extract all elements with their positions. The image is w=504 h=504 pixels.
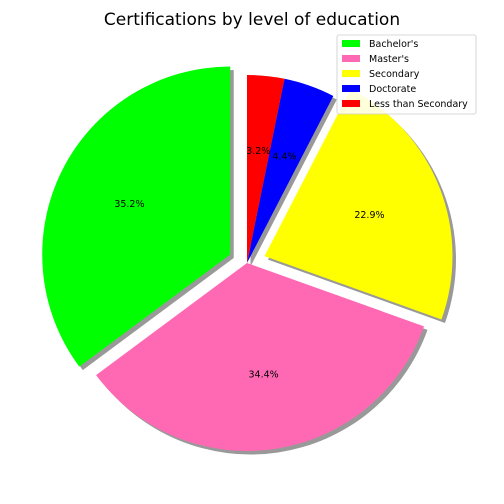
legend-label-bachelor-s: Bachelor's — [369, 39, 418, 50]
legend-swatch-doctorate — [342, 85, 360, 92]
slice-label-bachelor-s: 35.2% — [114, 199, 144, 210]
slice-label-doctorate: 4.4% — [272, 152, 296, 163]
slice-labels: 35.2% 34.4% 22.9% 4.4%3.2% — [114, 146, 384, 381]
slice-less-than-secondary — [247, 75, 285, 263]
legend-label-doctorate: Doctorate — [369, 84, 416, 95]
slice-label-secondary: 22.9% — [354, 210, 384, 221]
legend-label-secondary: Secondary — [369, 69, 420, 80]
legend-swatch-less-than-secondary — [342, 100, 360, 107]
slice-doctorate — [247, 78, 334, 263]
legend-label-less-than-secondary: Less than Secondary — [369, 99, 468, 110]
legend-label-master-s: Master's — [369, 54, 409, 65]
legend-swatch-secondary — [342, 70, 360, 77]
chart-title: Certifications by level of education — [104, 10, 400, 30]
legend-swatch-bachelor-s — [342, 40, 360, 47]
slice-bachelor-s — [42, 66, 231, 367]
pie-slices — [42, 66, 453, 452]
slice-label-master-s: 34.4% — [248, 370, 278, 381]
legend: Bachelor's Master's Secondary Doctorate Less… — [336, 34, 477, 115]
slice-secondary — [264, 89, 453, 320]
slice-master-s — [96, 263, 425, 452]
slice-label-less-than-secondary: 3.2% — [246, 146, 270, 157]
legend-swatch-master-s — [342, 55, 360, 62]
legend-frame — [336, 34, 477, 115]
